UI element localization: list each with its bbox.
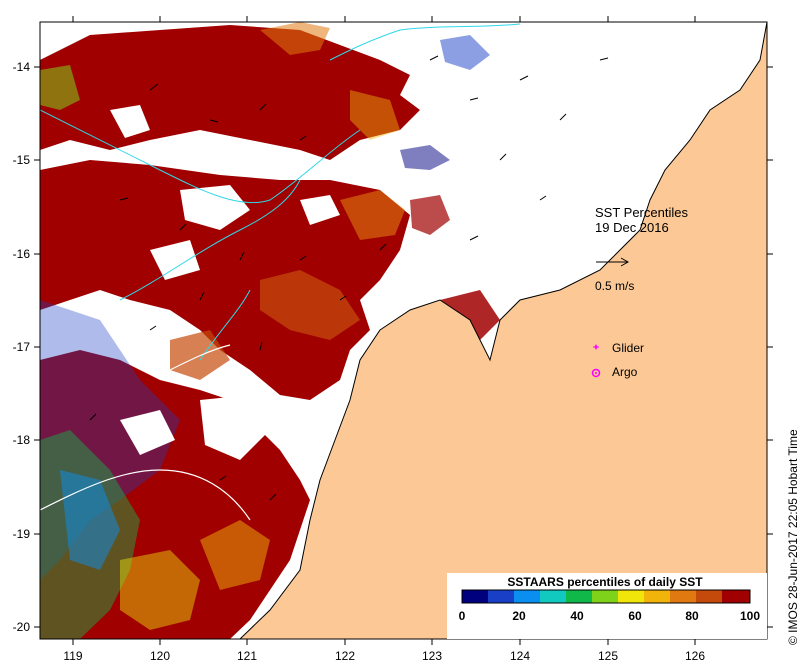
map-date: 19 Dec 2016: [595, 220, 669, 235]
legend-color-swatches: [461, 589, 751, 604]
glider-icon: [593, 344, 599, 350]
plot-frame: [39, 21, 768, 640]
legend-swatch: [618, 590, 644, 603]
legend-swatch: [670, 590, 696, 603]
y-tick-label: -20: [13, 620, 31, 634]
x-tick-label: 122: [335, 649, 355, 663]
legend-tick-label: 40: [570, 609, 584, 623]
argo-label: Argo: [612, 365, 638, 379]
sst-field: [40, 22, 500, 639]
land-mass: [239, 22, 767, 639]
y-axis: -14 -15 -16 -17 -18 -19 -20: [13, 60, 773, 634]
x-tick-label: 121: [237, 649, 257, 663]
legend-swatch: [514, 590, 540, 603]
legend-swatch: [540, 590, 566, 603]
legend-swatch: [488, 590, 514, 603]
current-vectors: [89, 55, 609, 501]
y-tick-label: -19: [13, 527, 31, 541]
legend-tick-label: 0: [459, 609, 466, 623]
x-axis: 119 120 121 122 123 124 125 126: [63, 16, 705, 663]
imos-credit-label: © IMOS 28-Jun-2017 22:05 Hobart Time: [786, 429, 800, 645]
legend-tick-label: 20: [512, 609, 526, 623]
x-tick-label: 123: [422, 649, 442, 663]
legend-swatch: [462, 590, 488, 603]
x-tick-label: 124: [510, 649, 530, 663]
legend-tick-label: 100: [740, 609, 760, 623]
glider-label: Glider: [612, 341, 644, 355]
y-tick-label: -15: [13, 153, 31, 167]
legend-swatch: [592, 590, 618, 603]
colorbar-legend: SSTAARS percentiles of daily SST 0 20 40…: [447, 573, 767, 639]
y-tick-label: -16: [13, 247, 31, 261]
white-contours: [40, 344, 251, 521]
x-tick-label: 120: [150, 649, 170, 663]
x-tick-label: 125: [598, 649, 618, 663]
x-tick-label: 119: [63, 649, 82, 663]
legend-tick-label: 80: [685, 609, 699, 623]
velocity-scale-label: 0.5 m/s: [595, 279, 634, 293]
contour-lines: [40, 23, 521, 361]
velocity-scale-arrow: [596, 257, 630, 267]
y-tick-label: -18: [13, 433, 31, 447]
legend-swatch: [566, 590, 592, 603]
legend-title: SSTAARS percentiles of daily SST: [507, 575, 703, 589]
legend-swatch: [722, 590, 750, 603]
map-title: SST Percentiles: [595, 205, 688, 220]
y-tick-label: -17: [13, 340, 31, 354]
legend-background: [447, 573, 767, 639]
x-tick-label: 126: [685, 649, 705, 663]
legend-tick-label: 60: [628, 609, 642, 623]
legend-swatch: [696, 590, 722, 603]
argo-icon: [591, 368, 601, 378]
y-tick-label: -14: [13, 60, 31, 74]
legend-swatch: [644, 590, 670, 603]
